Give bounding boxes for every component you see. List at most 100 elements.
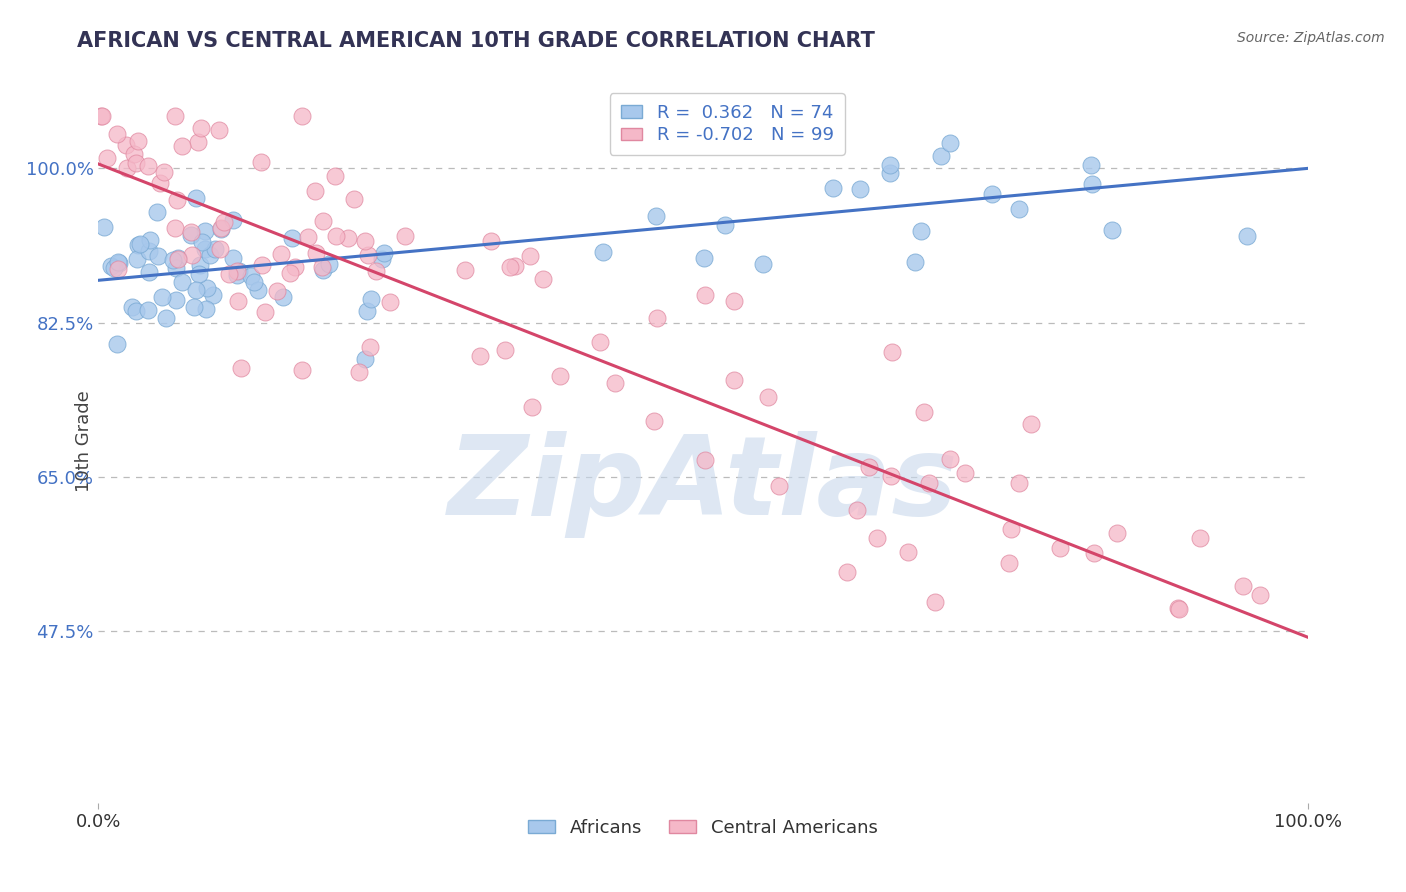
- Point: [194, 301, 217, 316]
- Point: [1049, 541, 1071, 556]
- Point: [284, 260, 307, 275]
- Point: [1083, 546, 1105, 560]
- Point: [846, 503, 869, 517]
- Point: [266, 284, 288, 298]
- Point: [312, 263, 335, 277]
- Point: [360, 292, 382, 306]
- Point: [1101, 223, 1123, 237]
- Point: [204, 242, 226, 256]
- Point: [897, 545, 920, 559]
- Point: [354, 234, 377, 248]
- Point: [186, 284, 208, 298]
- Point: [359, 340, 381, 354]
- Point: [912, 405, 935, 419]
- Point: [645, 209, 668, 223]
- Point: [165, 260, 187, 275]
- Point: [254, 305, 277, 319]
- Point: [186, 135, 208, 149]
- Point: [939, 452, 962, 467]
- Point: [250, 259, 273, 273]
- Point: [190, 121, 212, 136]
- Point: [107, 262, 129, 277]
- Point: [879, 158, 901, 172]
- Text: Source: ZipAtlas.com: Source: ZipAtlas.com: [1237, 31, 1385, 45]
- Point: [468, 349, 491, 363]
- Point: [918, 476, 941, 491]
- Point: [849, 182, 872, 196]
- Point: [1232, 579, 1254, 593]
- Point: [186, 190, 208, 204]
- Text: ZipAtlas: ZipAtlas: [447, 432, 959, 539]
- Point: [221, 251, 243, 265]
- Point: [693, 453, 716, 467]
- Point: [953, 466, 976, 480]
- Point: [643, 414, 665, 428]
- Point: [998, 556, 1021, 570]
- Point: [155, 311, 177, 326]
- Point: [343, 192, 366, 206]
- Point: [121, 301, 143, 315]
- Point: [209, 220, 232, 235]
- Point: [209, 222, 232, 236]
- Point: [354, 351, 377, 366]
- Point: [188, 267, 211, 281]
- Point: [107, 255, 129, 269]
- Point: [127, 134, 149, 148]
- Point: [858, 459, 880, 474]
- Point: [756, 390, 779, 404]
- Point: [592, 245, 614, 260]
- Point: [162, 253, 184, 268]
- Point: [1167, 600, 1189, 615]
- Point: [180, 228, 202, 243]
- Point: [356, 303, 378, 318]
- Point: [103, 260, 125, 275]
- Point: [479, 234, 502, 248]
- Point: [222, 213, 245, 227]
- Point: [172, 275, 194, 289]
- Point: [191, 235, 214, 249]
- Point: [394, 229, 416, 244]
- Point: [105, 127, 128, 141]
- Point: [1080, 159, 1102, 173]
- Point: [229, 361, 252, 376]
- Point: [167, 252, 190, 267]
- Point: [1019, 417, 1042, 431]
- Point: [96, 151, 118, 165]
- Point: [180, 248, 202, 262]
- Point: [202, 288, 225, 302]
- Point: [129, 237, 152, 252]
- Point: [645, 311, 668, 326]
- Point: [127, 238, 149, 252]
- Point: [149, 176, 172, 190]
- Point: [939, 136, 962, 151]
- Point: [108, 255, 131, 269]
- Point: [1249, 588, 1271, 602]
- Point: [373, 246, 395, 260]
- Point: [136, 302, 159, 317]
- Point: [226, 294, 249, 309]
- Point: [278, 266, 301, 280]
- Point: [271, 290, 294, 304]
- Point: [924, 595, 946, 609]
- Point: [865, 531, 887, 545]
- Point: [170, 139, 193, 153]
- Point: [880, 344, 903, 359]
- Point: [105, 337, 128, 351]
- Y-axis label: 10th Grade: 10th Grade: [75, 391, 93, 492]
- Point: [148, 249, 170, 263]
- Point: [167, 251, 190, 265]
- Point: [291, 363, 314, 377]
- Point: [228, 264, 250, 278]
- Point: [323, 169, 346, 183]
- Point: [100, 259, 122, 273]
- Point: [879, 166, 901, 180]
- Point: [751, 257, 773, 271]
- Point: [519, 249, 541, 263]
- Point: [195, 281, 218, 295]
- Point: [200, 248, 222, 262]
- Legend: Africans, Central Americans: Africans, Central Americans: [522, 812, 884, 845]
- Point: [603, 376, 626, 390]
- Point: [531, 271, 554, 285]
- Point: [138, 244, 160, 258]
- Point: [183, 301, 205, 315]
